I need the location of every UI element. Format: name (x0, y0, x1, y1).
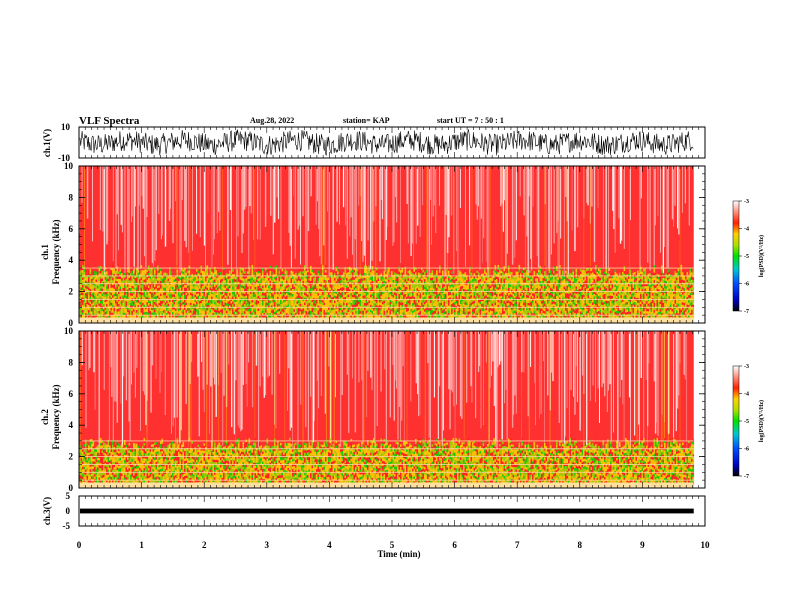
time-axis-tick: 8 (578, 540, 583, 550)
spec1-ytick: 4 (69, 255, 74, 265)
time-axis-tick: 2 (202, 540, 207, 550)
time-axis-label: Time (min) (377, 549, 420, 559)
cb1ticks-tick: -4 (744, 227, 749, 233)
figure-title: VLF Spectra (79, 115, 140, 127)
ch3-ytick-mid: 0 (66, 506, 71, 516)
cb2ticks-tick: -4 (744, 392, 749, 398)
spec1-ytick: 0 (69, 318, 74, 328)
time-axis-tick: 0 (77, 540, 82, 550)
ch2-channel-label: ch.2 (40, 409, 50, 425)
ch2-colorbar-label: log(PSD)(V²/Hz) (758, 400, 765, 442)
spec2-ytick: 2 (69, 452, 74, 462)
ch1-colorbar: -3 -4 -5 -6 -7 log(PSD)(V²/Hz) (732, 199, 765, 315)
spec1-ytick: 2 (69, 287, 74, 297)
spec2-ytick: 8 (69, 357, 74, 367)
spec2-ytick: 4 (69, 420, 74, 430)
ch1-waveform-line (79, 129, 694, 156)
ch3-ytick-bottom: -5 (63, 521, 71, 531)
ch1-channel-label: ch.1 (40, 244, 50, 260)
time-axis-tick: 1 (139, 540, 144, 550)
ch1-ylabel: ch.1(V) (42, 129, 52, 157)
time-axis-tick: 9 (640, 540, 645, 550)
figure-station: station= KAP (343, 116, 390, 125)
ch3-ylabel: ch.3(V) (42, 497, 52, 525)
time-axis-tick: 5 (390, 540, 395, 550)
ch1-ytick-top: 10 (61, 122, 71, 132)
spec2-ytick: 10 (64, 326, 74, 336)
time-axis-tick: 7 (515, 540, 520, 550)
time-axis-tick: 10 (701, 540, 711, 550)
ch1-colorbar-label: log(PSD)(V²/Hz) (758, 235, 765, 277)
cb1ticks-tick: -5 (744, 254, 749, 260)
ch3-ytick-top: 5 (66, 491, 71, 501)
cb2ticks-tick: -7 (744, 474, 749, 480)
spec2-ytick: 6 (69, 389, 74, 399)
ch2-spectrogram (79, 331, 695, 488)
spec2-ytick: 0 (69, 483, 74, 493)
time-axis-tick: 6 (452, 540, 457, 550)
ch1-ytick-bottom: -10 (58, 153, 70, 163)
ch3-waveform-line (80, 508, 694, 514)
ch1-freq-ylabel: Frequency (kHz) (51, 219, 61, 284)
ch1-spectrogram (79, 166, 695, 323)
spec1-ytick: 10 (64, 161, 74, 171)
cb1ticks-tick: -3 (744, 199, 749, 205)
cb2ticks-tick: -5 (744, 419, 749, 425)
ch2-freq-ylabel: Frequency (kHz) (51, 384, 61, 449)
ch2-spectrogram-panel: 0 2 4 6 8 10 ch.2 Frequency (kHz) (40, 326, 706, 493)
ch1-spectrogram-panel: 0 2 4 6 8 10 ch.1 Frequency (kHz) (40, 161, 706, 328)
spec1-ytick: 8 (69, 192, 74, 202)
cb1ticks-tick: -6 (744, 282, 749, 288)
time-axis-tick: 3 (265, 540, 270, 550)
ch2-colorbar: -3 -4 -5 -6 -7 log(PSD)(V²/Hz) (732, 364, 765, 480)
figure-date: Aug.28, 2022 (250, 116, 294, 125)
cb2ticks-tick: -6 (744, 447, 749, 453)
figure-start-time: start UT = 7 : 50 : 1 (437, 116, 504, 125)
time-axis: 0 1 2 3 4 5 6 7 8 9 10 (77, 127, 710, 550)
time-axis-tick: 4 (327, 540, 332, 550)
cb2ticks-tick: -3 (744, 364, 749, 370)
spec1-ytick: 6 (69, 224, 74, 234)
cb1ticks-tick: -7 (744, 309, 749, 315)
